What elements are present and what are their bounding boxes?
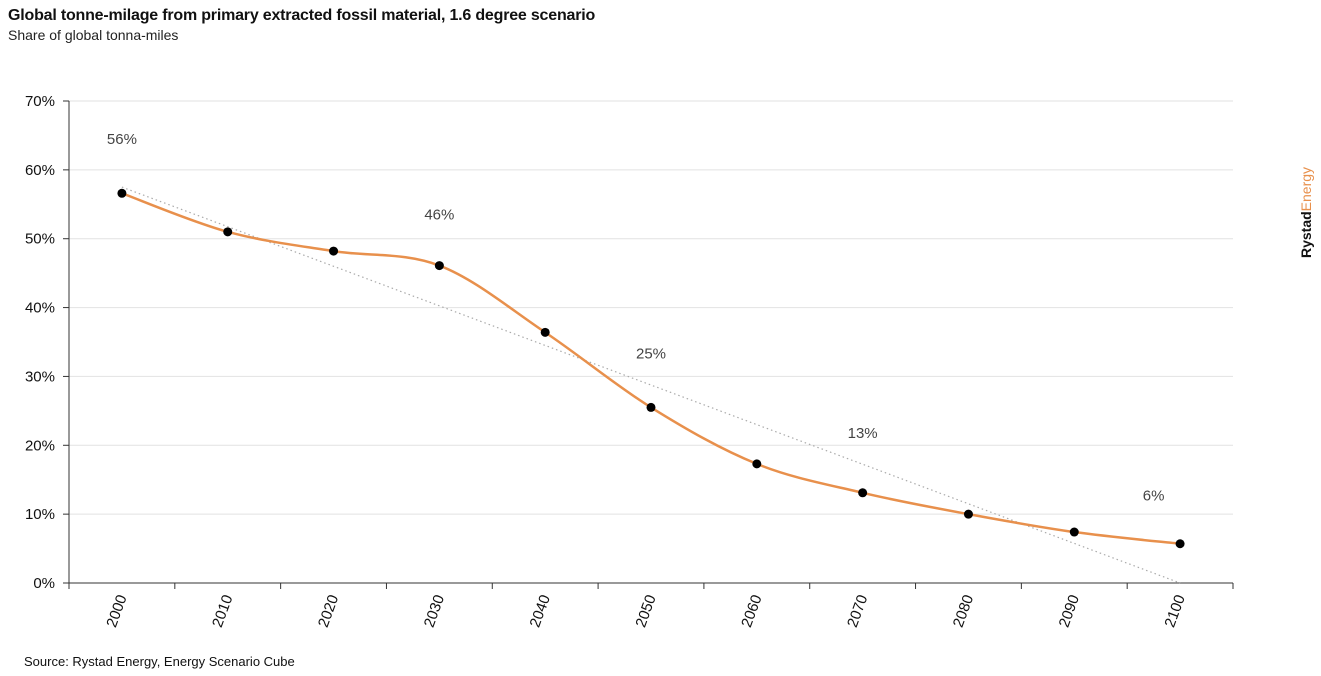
x-tick-label: 2070 — [844, 593, 871, 630]
source-note: Source: Rystad Energy, Energy Scenario C… — [24, 654, 295, 669]
data-label: 6% — [1143, 488, 1165, 505]
x-tick-label: 2040 — [527, 593, 554, 630]
y-tick-label: 70% — [25, 93, 55, 110]
data-point — [540, 327, 550, 337]
y-tick-label: 30% — [25, 368, 55, 385]
data-point — [1175, 539, 1185, 549]
x-tick-label: 2030 — [421, 593, 448, 630]
chart-title: Global tonne-milage from primary extract… — [8, 7, 596, 24]
data-point — [329, 246, 339, 256]
x-tick-label: 2010 — [209, 593, 236, 630]
axes: 0% 10% 20% 30% 40% 50% 60% 70% 2000 2010 2020 2030 2… — [25, 93, 1234, 630]
y-tick-label: 40% — [25, 300, 55, 317]
x-tick-label: 2080 — [950, 593, 977, 630]
x-tick-label: 2100 — [1161, 593, 1188, 630]
data-point — [1069, 527, 1079, 537]
data-label: 13% — [848, 425, 878, 442]
y-tick-label: 60% — [25, 162, 55, 179]
grid-lines — [69, 100, 1233, 515]
x-tick-label: 2020 — [315, 593, 342, 630]
data-point — [117, 188, 127, 198]
chart-subtitle: Share of global tonna-miles — [8, 27, 179, 43]
series-line — [120, 192, 1182, 546]
y-tick-label: 20% — [25, 437, 55, 454]
data-label: 25% — [636, 346, 666, 363]
data-point — [434, 261, 444, 271]
x-tick-label: 2000 — [103, 593, 130, 630]
svg-text:RystadEnergy: RystadEnergy — [1298, 167, 1314, 258]
x-tick-label: 2090 — [1056, 593, 1083, 630]
data-point — [963, 509, 973, 519]
x-tick-label: 2060 — [738, 593, 765, 630]
data-label: 46% — [424, 207, 454, 224]
trendline — [121, 186, 1181, 584]
trendline-group — [121, 186, 1181, 584]
rystad-energy-logo: RystadEnergy — [1296, 138, 1316, 258]
y-tick-label: 0% — [33, 575, 55, 592]
data-point — [858, 488, 868, 498]
x-tick-label: 2050 — [632, 593, 659, 630]
brand-name-light: Energy — [1298, 167, 1314, 211]
y-tick-label: 10% — [25, 506, 55, 523]
data-point — [646, 402, 656, 412]
y-tick-label: 50% — [25, 231, 55, 248]
data-labels: 56% 46% 25% 13% 6% — [107, 131, 1165, 505]
brand-name-bold: Rystad — [1298, 211, 1314, 258]
data-point — [752, 459, 762, 469]
data-label: 56% — [107, 131, 137, 148]
series-group — [117, 188, 1185, 549]
data-point — [223, 227, 233, 237]
